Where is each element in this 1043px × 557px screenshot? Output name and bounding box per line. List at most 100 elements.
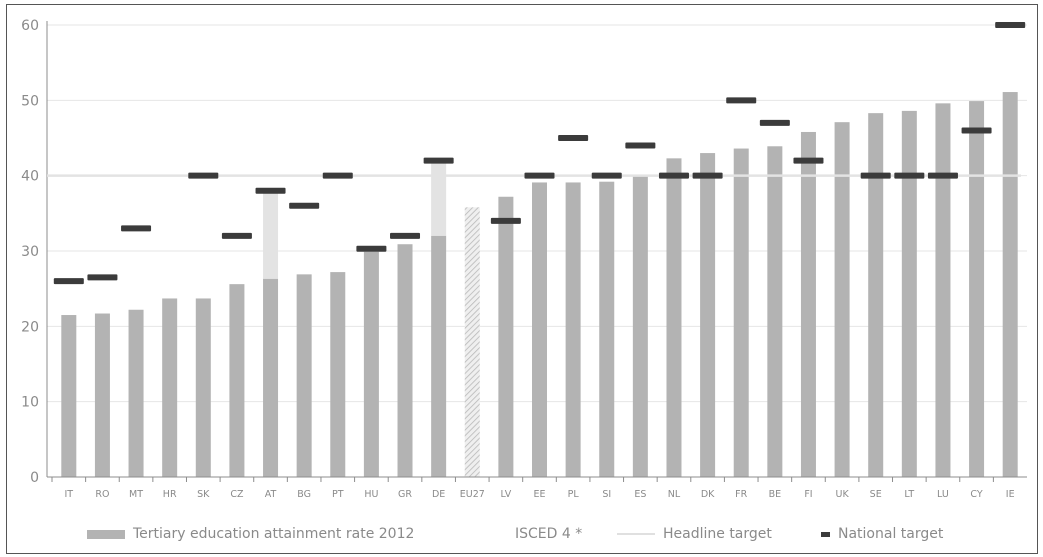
x-tick-label: AT xyxy=(265,489,277,500)
national-target-mark xyxy=(658,172,689,179)
national-target-mark xyxy=(53,278,84,285)
bar xyxy=(229,284,245,477)
x-tick-label: GR xyxy=(398,489,412,500)
x-tick-label: CY xyxy=(970,489,982,500)
national-target-mark xyxy=(591,172,622,179)
bar xyxy=(94,313,110,477)
bar xyxy=(935,103,951,477)
national-target-mark xyxy=(759,119,790,126)
x-tick-label: PT xyxy=(332,489,344,500)
bar xyxy=(666,158,682,477)
x-axis: IT RO MT HR SK CZ AT BG PT HU GR DE EU27 LV EE PL SI ES NL… xyxy=(47,476,1027,500)
bar xyxy=(162,298,178,477)
bar xyxy=(632,174,648,477)
national-target-mark xyxy=(524,172,555,179)
legend-item-attainment: Tertiary education attainment rate 2012 xyxy=(87,526,414,542)
bar xyxy=(431,235,447,477)
x-tick-label: EU27 xyxy=(460,489,485,500)
x-tick-label: RO xyxy=(95,489,109,500)
x-tick-label: PL xyxy=(568,489,580,500)
x-tick-label: DE xyxy=(432,489,445,500)
legend-item-isced: ISCED 4 * xyxy=(515,526,582,542)
national-target-mark xyxy=(793,157,824,164)
x-tick-label: SI xyxy=(602,489,611,500)
x-tick-label: FR xyxy=(735,489,747,500)
bar xyxy=(1002,92,1018,478)
isced-bar xyxy=(431,160,447,236)
bar xyxy=(834,122,850,478)
isced-bar xyxy=(263,190,279,279)
bar xyxy=(128,309,144,477)
national-target-mark xyxy=(87,274,118,281)
national-target-mark xyxy=(255,187,286,194)
y-tick-label: 50 xyxy=(21,93,39,109)
national-target-mark xyxy=(894,172,925,179)
national-target-mark xyxy=(625,142,656,149)
national-target-mark xyxy=(558,135,589,141)
national-target-mark xyxy=(188,172,219,179)
bar xyxy=(61,315,77,477)
legend-item-headline: Headline target xyxy=(617,526,772,542)
bar xyxy=(532,182,547,478)
x-tick-label: IE xyxy=(1006,489,1015,500)
national-target-mark xyxy=(692,172,723,179)
national-target-mark xyxy=(423,157,454,164)
x-tick-label: MT xyxy=(129,489,143,500)
chart-canvas: 0 10 20 30 40 50 60 IT RO MT HR SK CZ AT BG PT HU GR DE EU… xyxy=(21,18,1027,500)
bars xyxy=(61,92,1018,478)
bar xyxy=(498,196,514,477)
national-target-mark xyxy=(995,22,1026,28)
bar xyxy=(263,278,279,477)
x-tick-label: BG xyxy=(297,489,311,500)
y-tick-label: 60 xyxy=(21,18,39,34)
national-target-mark xyxy=(322,172,353,179)
x-tick-label: UK xyxy=(835,489,849,500)
national-target-mark xyxy=(390,232,421,239)
national-target-marks xyxy=(53,22,1026,285)
national-target-mark xyxy=(356,245,387,252)
x-tick-label: DK xyxy=(701,489,715,500)
national-target-mark xyxy=(927,172,958,179)
bar xyxy=(767,146,783,477)
x-tick-label: NL xyxy=(668,489,681,500)
x-tick-label: LT xyxy=(904,489,914,500)
y-tick-label: 30 xyxy=(21,244,39,260)
x-tick-label: SE xyxy=(870,489,882,500)
bar xyxy=(296,274,312,477)
legend-label-isced: ISCED 4 * xyxy=(515,526,583,542)
y-tick-label: 10 xyxy=(21,395,39,411)
bar xyxy=(868,113,884,477)
x-tick-label: SK xyxy=(197,489,210,500)
national-target-mark xyxy=(961,127,992,134)
x-tick-label: CZ xyxy=(230,489,244,500)
x-tick-label: HU xyxy=(364,489,378,500)
legend-label-national: National target xyxy=(838,526,944,542)
legend-swatch-headline xyxy=(617,533,655,535)
x-tick-label: EE xyxy=(533,489,545,500)
legend-swatch-national xyxy=(821,531,830,537)
legend-label-attainment: Tertiary education attainment rate 2012 xyxy=(133,526,415,542)
bar xyxy=(565,182,581,478)
y-tick-label: 20 xyxy=(21,319,39,335)
legend: Tertiary education attainment rate 2012 … xyxy=(87,524,987,546)
national-target-mark xyxy=(221,232,252,239)
x-tick-label: BE xyxy=(769,489,782,500)
bar xyxy=(700,153,716,478)
national-target-mark xyxy=(289,202,320,209)
bar xyxy=(599,181,615,477)
bar xyxy=(800,131,816,477)
x-tick-label: FI xyxy=(804,489,812,500)
national-target-mark xyxy=(860,172,891,179)
bar-eu27 xyxy=(464,207,480,477)
bar xyxy=(363,251,379,477)
isced-series xyxy=(263,160,447,279)
legend-label-headline: Headline target xyxy=(663,526,772,542)
bar xyxy=(330,272,346,477)
national-target-mark xyxy=(490,217,521,224)
y-tick-label: 40 xyxy=(21,169,39,185)
y-axis: 0 10 20 30 40 50 60 xyxy=(21,18,48,486)
x-tick-label: IT xyxy=(65,489,74,500)
bar xyxy=(901,110,917,477)
bar xyxy=(195,298,211,477)
x-tick-label: HR xyxy=(163,489,177,500)
